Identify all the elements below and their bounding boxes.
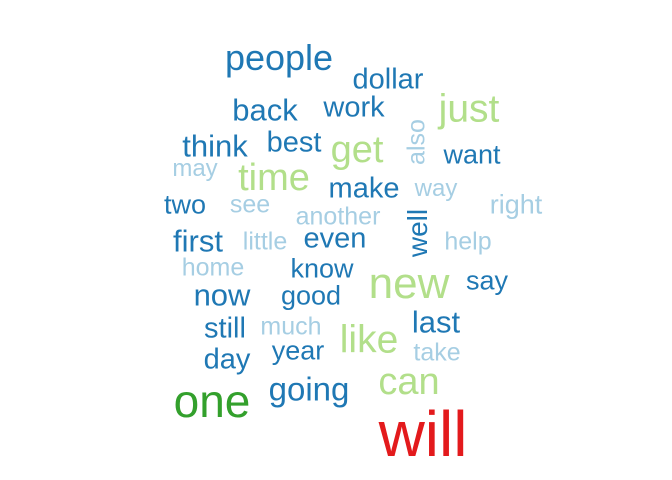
- word-day: day: [203, 343, 251, 376]
- word-just: just: [438, 87, 500, 131]
- word-one: one: [173, 375, 251, 427]
- word-last: last: [411, 304, 461, 340]
- word-home: home: [181, 253, 245, 282]
- word-get: get: [330, 129, 384, 171]
- word-will: will: [378, 398, 468, 470]
- word-new: new: [368, 259, 450, 308]
- word-help: help: [444, 227, 492, 256]
- word-right: right: [489, 189, 543, 220]
- word-back: back: [232, 92, 298, 128]
- word-people: people: [224, 37, 334, 78]
- word-going: going: [268, 370, 350, 408]
- word-time: time: [238, 157, 310, 199]
- word-also: also: [402, 119, 431, 165]
- word-may: may: [172, 155, 218, 182]
- word-way: way: [414, 175, 458, 202]
- word-dollar: dollar: [352, 63, 424, 96]
- word-like: like: [339, 318, 399, 362]
- word-know: know: [290, 253, 354, 284]
- word-still: still: [204, 312, 246, 345]
- word-now: now: [193, 277, 251, 313]
- word-think: think: [182, 128, 248, 164]
- word-two: two: [163, 189, 207, 220]
- word-year: year: [271, 335, 325, 366]
- word-make: make: [328, 172, 400, 205]
- word-well: well: [402, 208, 433, 258]
- word-good: good: [280, 280, 342, 311]
- word-see: see: [229, 190, 271, 219]
- word-little: little: [242, 227, 288, 256]
- word-first: first: [173, 223, 223, 259]
- word-another: another: [295, 202, 381, 231]
- word-can: can: [378, 361, 440, 403]
- word-work: work: [323, 91, 385, 124]
- word-even: even: [303, 222, 367, 255]
- word-best: best: [266, 126, 322, 159]
- word-much: much: [260, 312, 322, 341]
- word-take: take: [413, 338, 461, 367]
- word-want: want: [443, 139, 501, 170]
- word-say: say: [465, 265, 509, 296]
